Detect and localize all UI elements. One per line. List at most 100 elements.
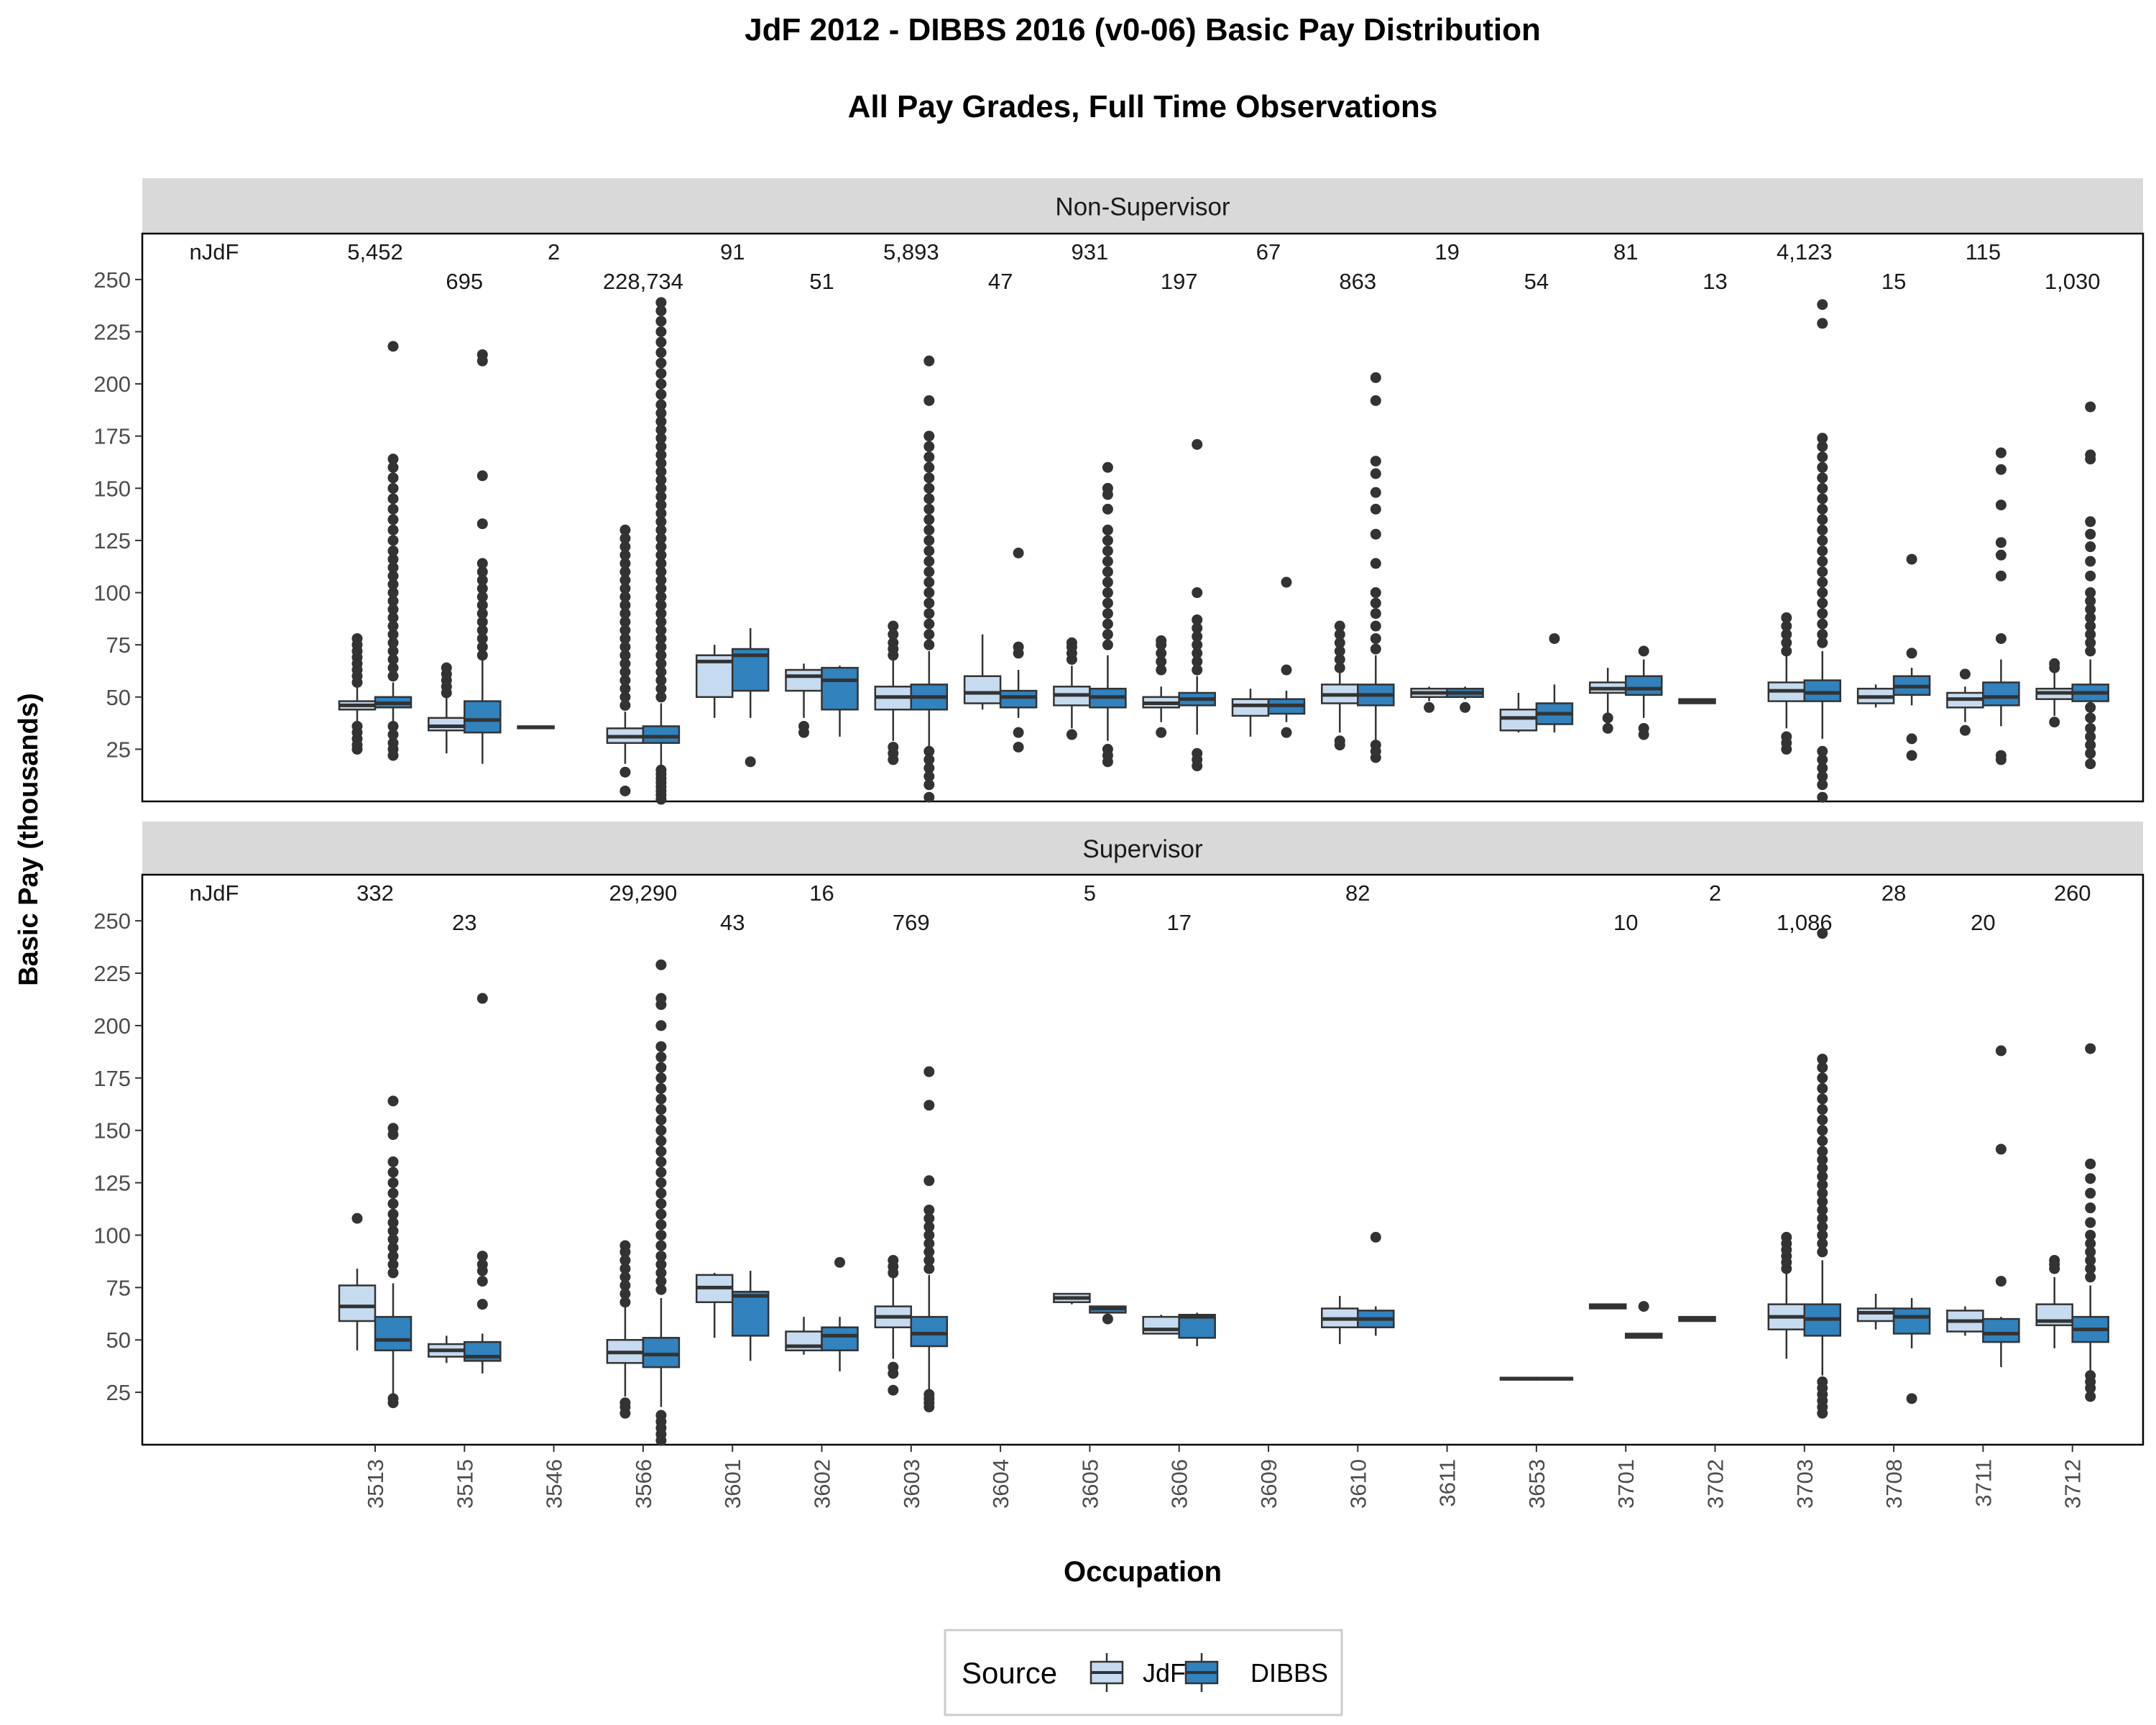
outlier-point xyxy=(798,720,809,732)
box-iqr xyxy=(464,700,502,734)
outlier-point xyxy=(655,474,667,486)
outlier-point xyxy=(1602,712,1613,724)
count-label: 5 xyxy=(1084,880,1096,906)
outlier-point xyxy=(923,461,935,473)
outlier-point xyxy=(655,764,667,776)
x-tick-label: 3546 xyxy=(542,1459,567,1509)
outlier-point xyxy=(923,503,935,515)
outlier-point xyxy=(888,629,899,640)
outlier-point xyxy=(1817,441,1828,452)
outlier-point xyxy=(1102,556,1113,567)
outlier-point xyxy=(1192,438,1203,450)
x-tick-label: 3601 xyxy=(720,1459,745,1509)
x-tick-label: 3701 xyxy=(1613,1459,1639,1509)
outlier-point xyxy=(1817,524,1828,535)
outlier-point xyxy=(1906,553,1917,565)
outlier-point xyxy=(655,347,667,359)
box-3566-jdf xyxy=(606,524,645,796)
outlier-point xyxy=(655,368,667,380)
outlier-point xyxy=(476,641,488,653)
box-3703-dibbs xyxy=(1803,299,1842,803)
outlier-point xyxy=(923,441,935,452)
count-label: 54 xyxy=(1524,269,1549,294)
x-tick-label: 3702 xyxy=(1703,1459,1728,1509)
box-iqr xyxy=(642,725,681,744)
box-3602-dibbs xyxy=(821,666,859,737)
outlier-point xyxy=(619,766,631,778)
count-label: 43 xyxy=(720,910,745,935)
count-label: 47 xyxy=(988,269,1013,294)
x-tick-label: 3604 xyxy=(988,1459,1013,1509)
box-3546-jdf xyxy=(517,725,555,730)
box-iqr xyxy=(1982,1317,2020,1343)
y-tick-label: 100 xyxy=(93,1223,131,1248)
outlier-point xyxy=(387,553,399,565)
outlier-point xyxy=(923,618,935,630)
legend-label-dibbs: DIBBS xyxy=(1250,1658,1328,1688)
outlier-point xyxy=(1817,1054,1828,1065)
outlier-point xyxy=(1906,1393,1917,1404)
outlier-point xyxy=(619,1254,631,1266)
outlier-point xyxy=(655,583,667,594)
outlier-point xyxy=(1817,1171,1828,1182)
outlier-point xyxy=(655,1187,667,1199)
outlier-point xyxy=(923,524,935,535)
outlier-point xyxy=(1817,779,1828,791)
x-tick-label: 3513 xyxy=(363,1459,388,1509)
outlier-point xyxy=(351,1213,363,1224)
outlier-point xyxy=(655,326,667,338)
outlier-point xyxy=(1370,528,1381,540)
outlier-point xyxy=(1156,648,1167,659)
outlier-point xyxy=(619,1288,631,1300)
count-header: nJdF xyxy=(190,880,239,906)
x-tick-label: 3653 xyxy=(1524,1459,1549,1509)
box-iqr xyxy=(821,1326,859,1352)
outlier-point xyxy=(655,599,667,611)
box-iqr xyxy=(1624,675,1663,696)
outlier-point xyxy=(1549,632,1560,644)
outlier-point xyxy=(655,491,667,502)
y-tick-label: 50 xyxy=(106,685,131,710)
outlier-point xyxy=(1281,664,1292,676)
outlier-point xyxy=(1281,727,1292,738)
outlier-point xyxy=(2049,658,2060,669)
outlier-point xyxy=(1817,1196,1828,1208)
outlier-point xyxy=(923,451,935,463)
y-tick-label: 75 xyxy=(106,632,131,658)
y-tick-label: 125 xyxy=(93,528,131,553)
outlier-point xyxy=(655,336,667,348)
outlier-point xyxy=(1013,741,1024,753)
outlier-point xyxy=(1817,1204,1828,1215)
outlier-point xyxy=(1817,566,1828,578)
box-3703-jdf xyxy=(1767,1231,1806,1359)
box-3606-dibbs xyxy=(1178,438,1216,772)
box-3653-jdf xyxy=(1499,1376,1538,1381)
outlier-point xyxy=(1995,447,2007,459)
box-3701-dibbs xyxy=(1624,1301,1663,1339)
outlier-point xyxy=(1817,461,1828,473)
outlier-point xyxy=(655,1284,667,1295)
outlier-point xyxy=(1959,724,1971,736)
outlier-point xyxy=(923,1066,935,1077)
chart-title: JdF 2012 - DIBBS 2016 (v0-06) Basic Pay … xyxy=(745,12,1541,47)
outlier-point xyxy=(1817,608,1828,620)
x-tick-label: 3606 xyxy=(1167,1459,1192,1509)
outlier-point xyxy=(387,1187,399,1199)
outlier-point xyxy=(476,599,488,611)
outlier-point xyxy=(655,389,667,400)
outlier-point xyxy=(1102,482,1113,494)
box-3708-dibbs xyxy=(1892,1297,1931,1404)
outlier-point xyxy=(387,524,399,535)
box-3702-jdf xyxy=(1678,698,1716,704)
box-iqr xyxy=(1892,1307,1931,1335)
outlier-point xyxy=(387,612,399,623)
box-3603-jdf xyxy=(874,1254,913,1396)
outlier-point xyxy=(619,675,631,686)
outlier-point xyxy=(2085,712,2096,724)
outlier-point xyxy=(476,1276,488,1287)
outlier-point xyxy=(2085,1391,2096,1402)
outlier-point xyxy=(655,625,667,636)
outlier-point xyxy=(655,675,667,686)
outlier-point xyxy=(1817,535,1828,546)
outlier-point xyxy=(655,650,667,661)
